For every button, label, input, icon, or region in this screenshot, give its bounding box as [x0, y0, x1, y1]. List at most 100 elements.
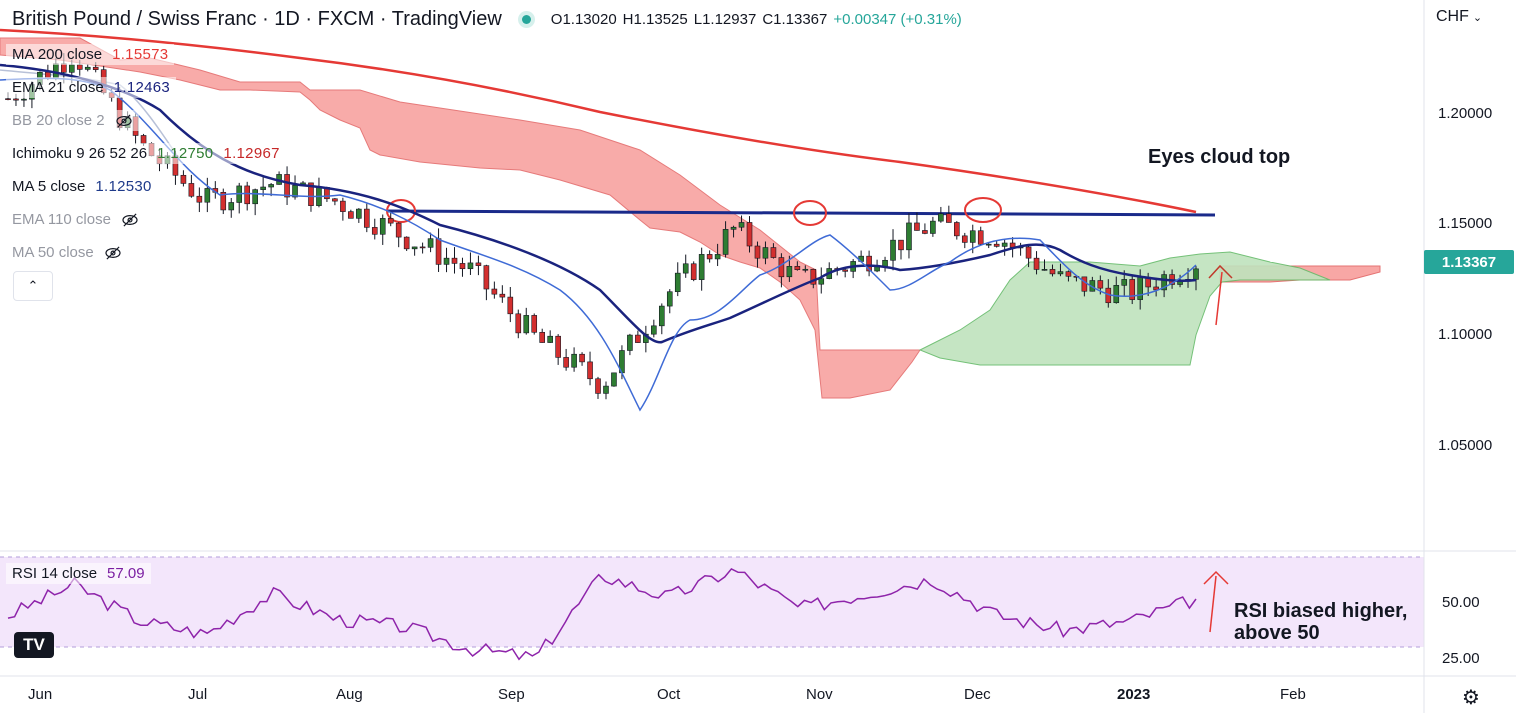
hidden-eye-icon[interactable] — [121, 212, 139, 227]
candle-body — [531, 315, 538, 333]
candle-body — [969, 230, 976, 243]
candle-body — [714, 254, 721, 260]
candle-body — [1025, 246, 1032, 259]
collapse-legend-button[interactable]: ⌃ — [13, 271, 53, 301]
candle-body — [555, 335, 561, 358]
currency-selector[interactable]: CHF ⌄ — [1436, 8, 1482, 26]
candle-body — [379, 218, 386, 235]
time-tick: Jul — [188, 686, 208, 703]
candle-body — [220, 191, 227, 211]
hidden-eye-icon[interactable] — [115, 113, 133, 128]
touch-marker-nov — [793, 200, 827, 226]
ichimoku-value-2: 1.12967 — [223, 145, 280, 162]
candle-body — [467, 262, 474, 270]
bb20-label: BB 20 close 2 — [12, 112, 105, 129]
tradingview-logo[interactable]: TV — [14, 632, 54, 658]
rsi-tick: 25.00 — [1442, 650, 1480, 667]
candle-body — [443, 257, 450, 265]
candle-body — [13, 98, 19, 101]
candle-body — [5, 98, 11, 100]
candle-body — [411, 246, 418, 250]
candle-body — [898, 239, 904, 251]
touch-marker-dec — [964, 197, 1002, 223]
candle-body — [21, 98, 27, 101]
ohlc-values: O1.13020 H1.13525 L1.12937 C1.13367 +0.0… — [551, 11, 962, 28]
candle-body — [483, 265, 490, 290]
legend-ma50[interactable]: MA 50 close — [6, 242, 128, 263]
candle-body — [1001, 242, 1008, 247]
time-tick: Sep — [498, 686, 525, 703]
symbol-title[interactable]: British Pound / Swiss Franc · 1D · FXCM … — [12, 8, 502, 30]
ema21-line — [0, 63, 1197, 344]
candle-body — [786, 266, 793, 278]
candle-body — [1153, 286, 1159, 291]
hidden-eye-icon[interactable] — [104, 245, 122, 260]
resistance-line — [387, 209, 1216, 217]
candle-body — [946, 213, 952, 223]
rsi-line — [7, 567, 1197, 661]
ma5-value: 1.12530 — [95, 178, 152, 195]
candle-body — [180, 174, 187, 184]
candle-body — [914, 222, 920, 231]
candle-body — [61, 63, 67, 73]
candle-body — [938, 213, 944, 222]
legend-ema21[interactable]: EMA 21 close 1.12463 — [6, 77, 177, 98]
candle-body — [762, 247, 769, 259]
high-value: H1.13525 — [622, 11, 688, 28]
candle-body — [260, 186, 266, 190]
legend-ema110[interactable]: EMA 110 close — [6, 209, 145, 230]
candle-body — [1137, 276, 1143, 300]
ma50-label: MA 50 close — [12, 244, 94, 261]
candle-body — [308, 182, 314, 206]
ema21-value: 1.12463 — [113, 79, 171, 96]
ichimoku-cloud-bullish — [918, 251, 1331, 366]
time-tick: 2023 — [1117, 686, 1151, 703]
legend-bb20[interactable]: BB 20 close 2 — [6, 110, 139, 131]
candle-body — [587, 361, 593, 380]
candle-body — [682, 263, 689, 274]
arrow-head-price — [1208, 264, 1233, 279]
candle-body — [387, 218, 394, 224]
legend-ma5[interactable]: MA 5 close 1.12530 — [6, 176, 158, 197]
candle-body — [810, 268, 817, 285]
candle-body — [252, 189, 258, 205]
candle-body — [284, 174, 290, 198]
candle-body — [1129, 279, 1136, 300]
legend-rsi[interactable]: RSI 14 close 57.09 — [6, 563, 151, 584]
legend-ichimoku[interactable]: Ichimoku 9 26 52 26 1.12750 1.12967 — [6, 143, 286, 164]
candle-body — [1097, 280, 1104, 289]
candle-body — [459, 263, 466, 270]
candle-body — [348, 211, 354, 219]
cloud-annotation: Eyes cloud top — [1148, 146, 1291, 168]
candle-body — [690, 263, 697, 280]
time-tick: Feb — [1280, 686, 1306, 703]
rsi-annotation-line2: above 50 — [1234, 622, 1320, 644]
gear-icon[interactable]: ⚙ — [1462, 687, 1480, 709]
ma200-line — [0, 28, 1197, 214]
candle-body — [906, 222, 912, 251]
candle-body — [977, 230, 984, 245]
candle-body — [523, 315, 530, 334]
candle-body — [954, 222, 960, 237]
candle-body — [738, 222, 745, 228]
candle-body — [770, 247, 777, 258]
candle-body — [874, 266, 880, 272]
candle-body — [435, 238, 442, 265]
price-tick: 1.20000 — [1438, 105, 1493, 122]
chevron-down-icon: ⌄ — [1472, 11, 1483, 24]
last-price-tag: 1.13367 — [1424, 250, 1514, 274]
candle-body — [76, 64, 83, 70]
ema110-label: EMA 110 close — [12, 211, 111, 228]
close-value: C1.13367 — [762, 11, 828, 28]
candle-body — [427, 238, 434, 248]
ichimoku-value-1: 1.12750 — [157, 145, 214, 162]
candle-body — [340, 200, 346, 212]
time-tick: Nov — [806, 686, 833, 703]
candle-body — [268, 184, 274, 188]
rsi-value: 57.09 — [107, 565, 145, 582]
rsi-band — [0, 557, 1424, 647]
candle-body — [1065, 271, 1072, 277]
legend-ma200[interactable]: MA 200 close 1.15573 — [6, 44, 175, 65]
